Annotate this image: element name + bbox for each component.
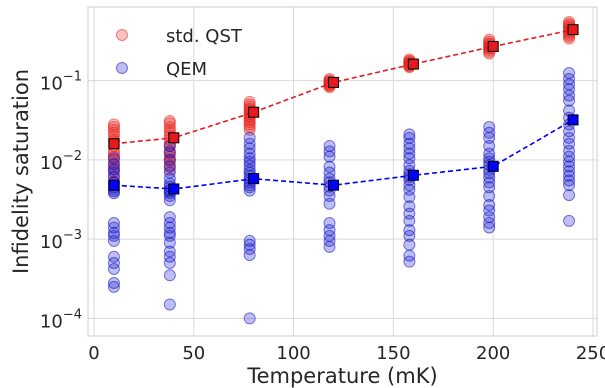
qem-point	[403, 152, 416, 165]
std-qst-mean-marker	[248, 106, 260, 118]
qem-point	[483, 204, 496, 217]
qem-point	[323, 150, 336, 163]
qem-point	[403, 214, 416, 227]
legend-marker-qem	[116, 62, 128, 74]
qem-point	[323, 197, 336, 210]
qem-point	[163, 194, 176, 207]
qem-point	[163, 226, 176, 239]
y-tick-label: 10−4	[40, 307, 82, 332]
qem-point	[563, 160, 576, 173]
legend-label-std-qst: std. QST	[166, 26, 243, 47]
qem-point	[107, 263, 120, 276]
qem-point	[563, 214, 576, 227]
qem-mean-marker	[407, 169, 419, 181]
qem-point	[163, 229, 176, 242]
qem-point	[107, 216, 120, 229]
qem-point	[563, 189, 576, 202]
qem-point	[243, 312, 256, 325]
qem-point	[163, 250, 176, 263]
qem-point	[483, 176, 496, 189]
qem-point	[563, 94, 576, 107]
std-qst-mean-marker	[108, 138, 120, 150]
qem-point	[107, 166, 120, 179]
qem-point	[483, 171, 496, 184]
qem-point	[107, 257, 120, 270]
qem-point	[163, 298, 176, 311]
qem-point	[243, 234, 256, 247]
qem-point	[243, 137, 256, 150]
qem-point	[243, 243, 256, 256]
qem-point	[483, 131, 496, 144]
std-qst-mean-marker	[328, 76, 340, 88]
x-tick-label: 0	[88, 343, 99, 364]
qem-point	[163, 257, 176, 270]
means-layer	[108, 24, 579, 195]
qem-point	[563, 174, 576, 187]
qem-mean-marker	[567, 114, 579, 126]
x-tick-label: 200	[476, 343, 510, 364]
std-qst-mean-marker	[407, 58, 419, 70]
legend-label-qem: QEM	[166, 59, 207, 80]
qem-point	[107, 234, 120, 247]
qem-point	[483, 190, 496, 203]
x-tick-labels: 0 50 100 150 200 250	[88, 343, 605, 364]
qem-point	[107, 280, 120, 293]
qem-point	[107, 276, 120, 289]
qem-mean-marker	[328, 179, 340, 191]
qem-point	[563, 169, 576, 182]
qem-point	[243, 238, 256, 251]
x-tick-label: 50	[182, 343, 205, 364]
std-qst-mean-marker	[168, 132, 180, 144]
std-qst-point	[163, 117, 176, 130]
qem-mean-marker	[487, 160, 499, 172]
qem-point	[403, 255, 416, 268]
std-qst-point	[163, 163, 176, 176]
x-tick-label: 250	[576, 343, 605, 364]
qem-point	[563, 155, 576, 168]
qem-point	[563, 179, 576, 192]
qem-point	[563, 165, 576, 178]
x-tick-label: 150	[376, 343, 410, 364]
qem-point	[403, 128, 416, 141]
qem-point	[403, 191, 416, 204]
qem-point	[403, 137, 416, 150]
qem-point	[243, 184, 256, 197]
x-tick-label: 100	[276, 343, 310, 364]
qem-point	[403, 249, 416, 262]
legend-marker-std-qst	[116, 29, 128, 41]
qem-mean-marker	[108, 179, 120, 191]
qem-point	[163, 153, 176, 166]
std-qst-mean-marker	[567, 24, 579, 36]
qem-point	[403, 229, 416, 242]
legend: std. QST QEM	[116, 26, 243, 80]
qem-point	[163, 269, 176, 282]
qem-point	[483, 216, 496, 229]
y-tick-labels: 10−4 10−3 10−2 10−1	[40, 70, 82, 333]
y-tick-label: 10−1	[40, 70, 82, 95]
qem-point	[243, 249, 256, 262]
plot-frame	[87, 6, 598, 337]
qem-point	[483, 221, 496, 234]
std-qst-point	[107, 123, 120, 136]
qem-mean-marker	[168, 183, 180, 195]
y-tick-label: 10−2	[40, 149, 82, 174]
qem-point	[107, 250, 120, 263]
std-qst-mean-marker	[487, 40, 499, 52]
x-axis-label: Temperature (mK)	[246, 364, 437, 388]
y-tick-label: 10−3	[40, 228, 82, 253]
qem-point	[403, 238, 416, 251]
qem-point	[163, 216, 176, 229]
qem-point	[483, 181, 496, 194]
qem-point	[563, 125, 576, 138]
qem-point	[323, 240, 336, 253]
y-axis-label: Infidelity saturation	[9, 69, 33, 274]
qem-point	[163, 236, 176, 249]
qem-mean-marker	[248, 173, 260, 185]
